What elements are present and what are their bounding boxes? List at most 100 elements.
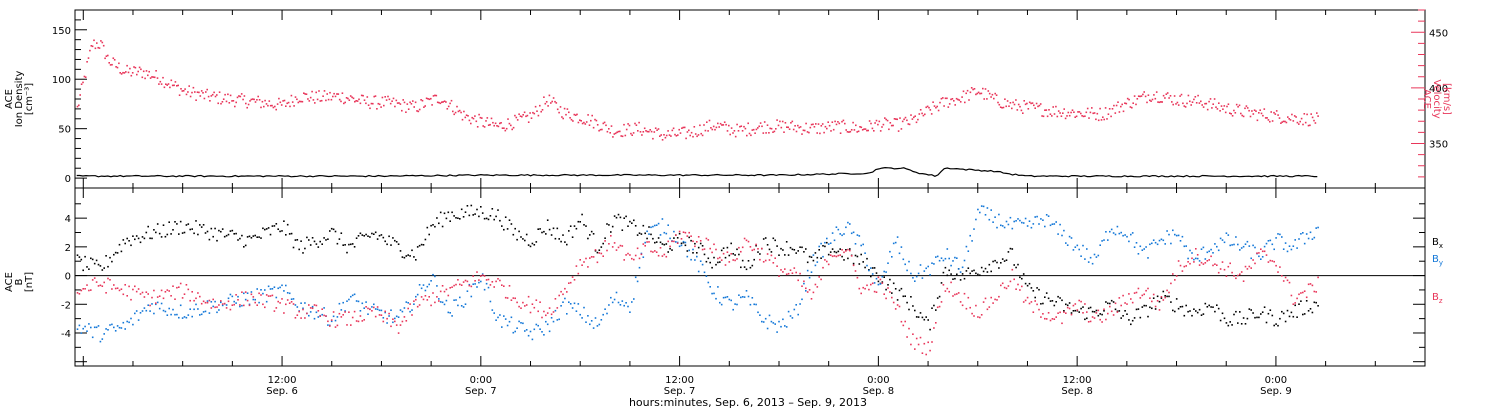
velocity-point (712, 125, 715, 128)
b-bx-point (1001, 258, 1004, 260)
b-bx-point (870, 275, 872, 278)
b-by-point (292, 298, 295, 300)
b-bz-point (959, 301, 962, 303)
velocity-point (821, 123, 824, 125)
b-bz-point (166, 289, 169, 291)
b-bx-point (504, 216, 507, 218)
velocity-point (576, 113, 578, 116)
b-bx-point (1179, 306, 1182, 308)
b-bx-point (1223, 317, 1226, 320)
velocity-point (701, 134, 704, 137)
b-bx-point (1063, 310, 1065, 312)
b-bz-point (216, 306, 218, 308)
b-by-point (1239, 249, 1241, 251)
velocity-point (471, 116, 473, 119)
b-bx-point (1193, 308, 1195, 310)
b-by-point (1019, 219, 1021, 222)
b-by-point (826, 237, 828, 240)
b-bz-point (550, 313, 553, 316)
b-bx-point (1141, 306, 1144, 308)
b-by-point (248, 303, 251, 306)
b-bz-point (671, 240, 673, 243)
velocity-point (834, 120, 836, 123)
b-bz-point (608, 243, 610, 245)
velocity-point (1051, 115, 1053, 117)
b-by-point (493, 312, 495, 314)
velocity-point (445, 101, 447, 103)
b-by-point (1246, 240, 1249, 243)
velocity-point (1306, 113, 1308, 116)
b-by-point (1101, 240, 1103, 242)
velocity-point (915, 121, 918, 124)
b-by-point (1063, 229, 1065, 232)
b-bz-point (286, 299, 289, 301)
b-by-point (1011, 227, 1014, 230)
velocity-point (1317, 115, 1319, 117)
b-bz-point (147, 293, 149, 295)
b-bx-point (592, 233, 595, 235)
velocity-point (165, 83, 167, 85)
b-by-point (145, 309, 148, 312)
velocity-point (441, 101, 443, 103)
b-bx-point (908, 308, 910, 311)
b-bz-point (749, 246, 752, 248)
b-by-point (963, 259, 966, 262)
b-bx-point (285, 234, 287, 236)
b-bx-point (88, 268, 90, 270)
b-bz-point (428, 296, 430, 298)
b-bx-point (751, 264, 754, 267)
velocity-point (976, 92, 979, 95)
b-bx-point (1185, 304, 1187, 307)
b-bx-point (474, 213, 476, 215)
velocity-point (543, 96, 545, 98)
b-bx-point (82, 269, 84, 272)
velocity-point (955, 97, 958, 100)
velocity-point (207, 95, 210, 98)
velocity-point (728, 124, 730, 127)
b-by-point (1154, 241, 1157, 244)
b-by-point (1170, 242, 1172, 245)
b-bz-point (1141, 294, 1144, 297)
b-by-point (1147, 257, 1149, 259)
b-by-point (432, 273, 434, 276)
b-bx-point (346, 251, 348, 254)
b-by-point (1309, 231, 1312, 234)
b-bz-point (334, 326, 337, 328)
b-bz-point (785, 273, 788, 276)
velocity-point (258, 99, 261, 101)
b-bz-point (856, 276, 859, 279)
b-bx-point (720, 249, 723, 252)
velocity-point (260, 106, 262, 109)
velocity-point (381, 96, 384, 99)
velocity-point (1266, 117, 1268, 119)
b-bx-point (898, 289, 901, 292)
b-bz-point (782, 271, 784, 273)
b-by-point (522, 322, 524, 325)
velocity-point (423, 106, 425, 108)
b-by-point (1265, 242, 1268, 245)
b-bz-point (1275, 264, 1277, 267)
b-bx-point (881, 281, 884, 283)
velocity-point (359, 102, 362, 105)
b-bx-point (1174, 310, 1176, 313)
velocity-point (581, 122, 584, 125)
b-bz-point (1166, 289, 1168, 292)
velocity-point (82, 81, 84, 84)
b-by-point (483, 288, 486, 291)
b-by-point (766, 327, 769, 330)
b-bz-point (176, 286, 178, 289)
b-bz-point (1265, 254, 1268, 256)
velocity-point (94, 47, 97, 50)
velocity-point (214, 95, 217, 98)
velocity-point (776, 119, 778, 121)
b-bz-point (319, 315, 321, 317)
b-bx-point (927, 319, 929, 321)
b-bx-point (1151, 307, 1153, 310)
b-by-point (244, 298, 247, 301)
b-by-point (1114, 233, 1117, 236)
b-bx-point (745, 268, 748, 271)
b-bx-point (212, 235, 214, 238)
b-bx-point (776, 245, 778, 247)
b-bx-point (84, 255, 86, 258)
b-bz-point (380, 314, 383, 316)
